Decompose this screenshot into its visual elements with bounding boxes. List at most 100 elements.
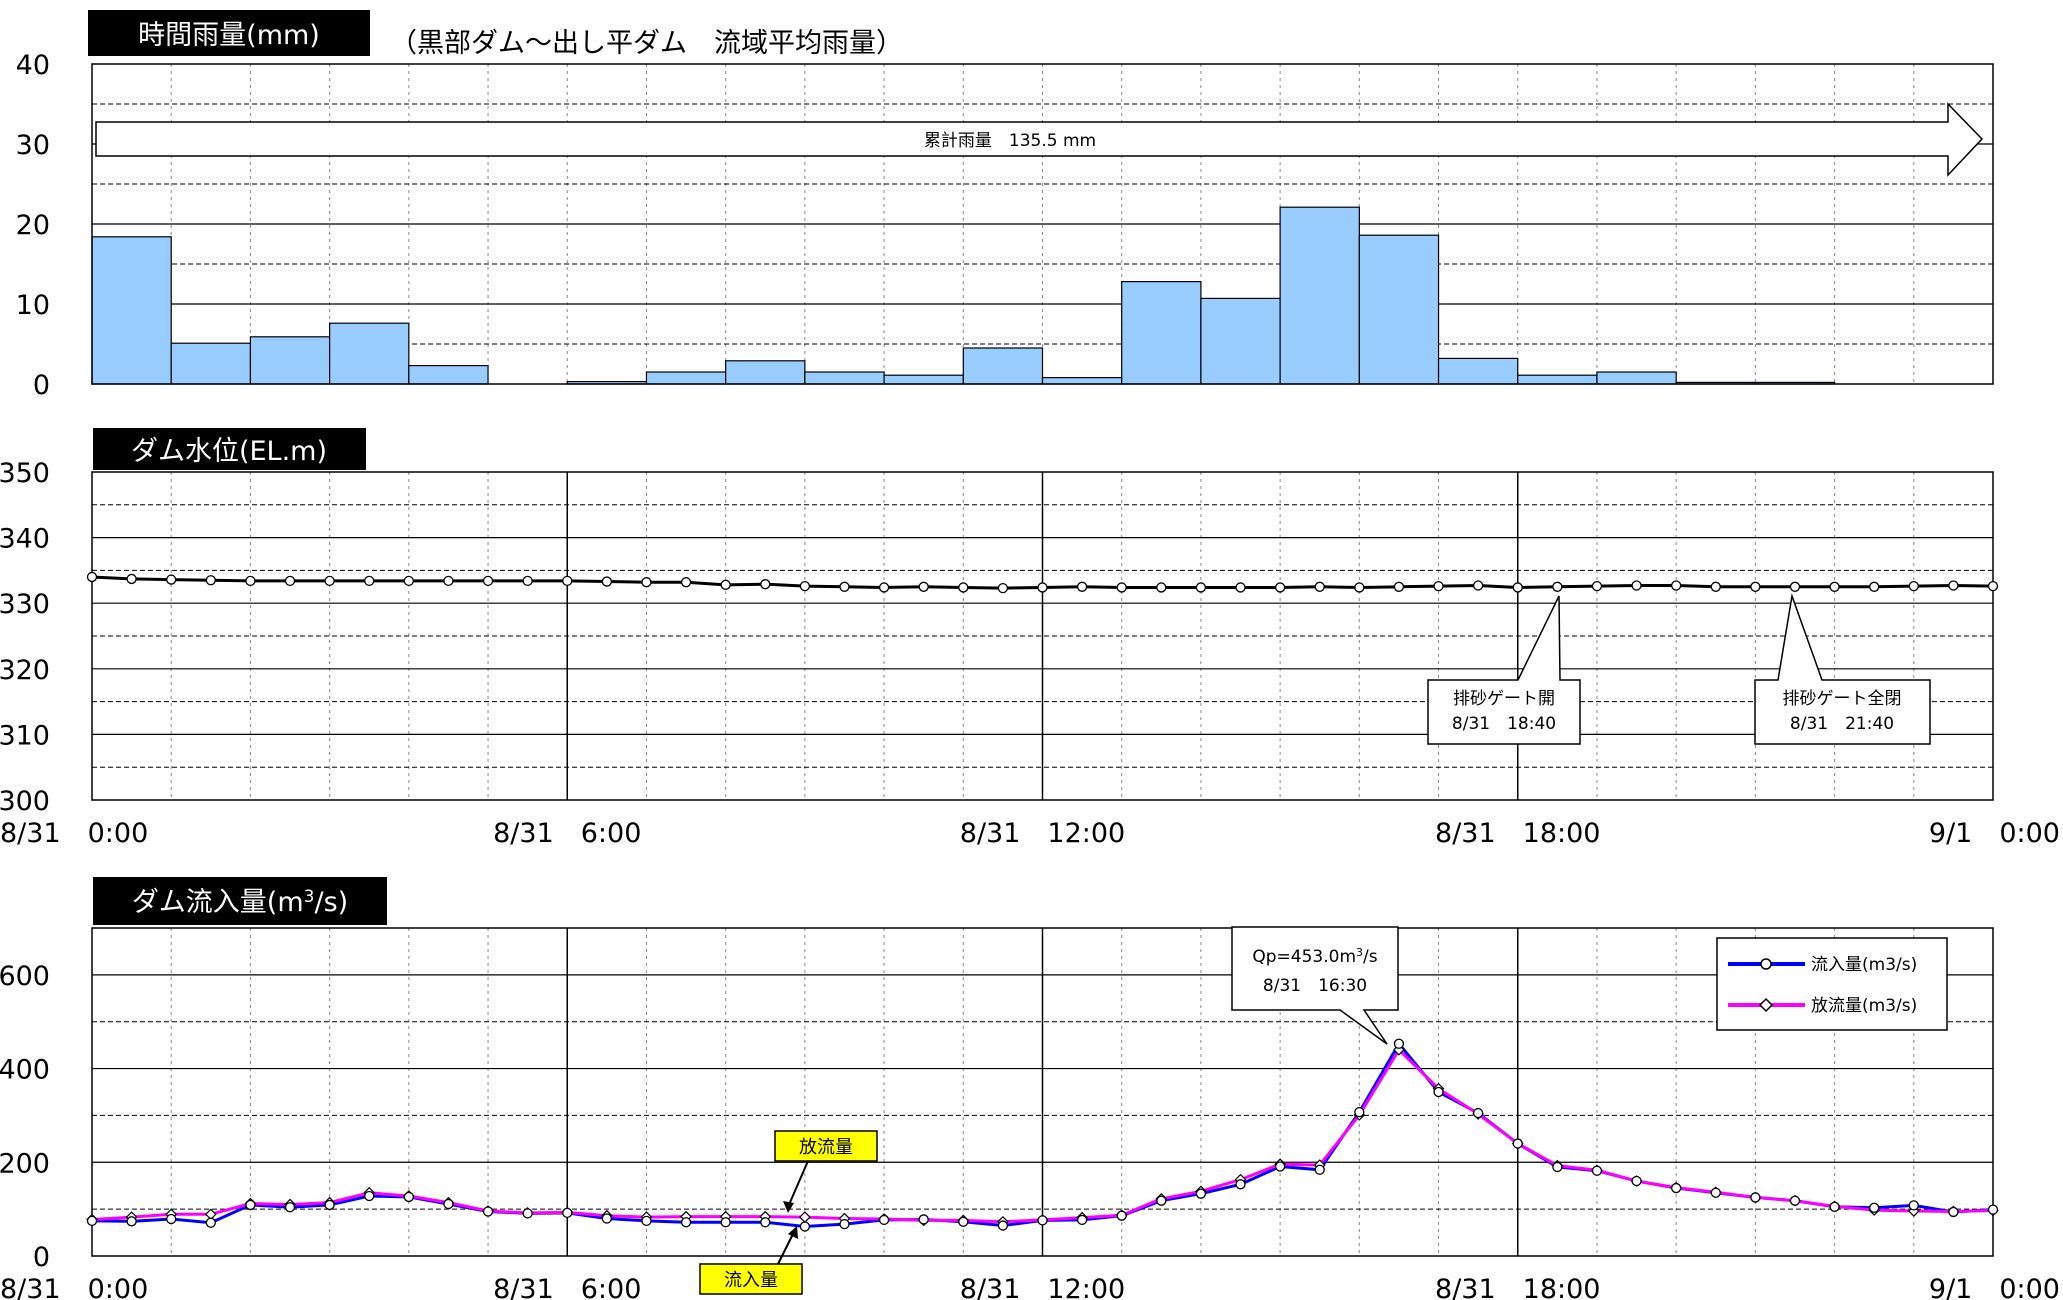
inflow-point bbox=[1472, 1107, 1484, 1119]
flow-legend: 流入量(m3/s) 放流量(m3/s) bbox=[1716, 937, 1948, 1031]
flow-x-axis: 8/31 0:00 8/31 6:00 8/31 12:00 8/31 18:00 9/… bbox=[0, 1274, 2060, 1300]
inflow-point bbox=[918, 1214, 929, 1225]
gate-close-time: 8/31 21:40 bbox=[1790, 714, 1894, 734]
inflow-point bbox=[799, 1221, 811, 1232]
inflow-point bbox=[1076, 1214, 1088, 1226]
level-point bbox=[245, 575, 256, 587]
flow-title-box bbox=[93, 877, 387, 925]
level-point bbox=[958, 582, 969, 593]
inflow-point bbox=[1235, 1179, 1246, 1190]
level-point bbox=[1552, 581, 1563, 592]
level-y-tick-label: 330 bbox=[0, 589, 50, 620]
outflow-tag: 放流量 bbox=[774, 1130, 878, 1213]
outflow-tag-arrow bbox=[787, 1160, 809, 1208]
level-point bbox=[799, 580, 811, 592]
inflow-point bbox=[284, 1202, 296, 1213]
inflow-point bbox=[443, 1198, 454, 1210]
rain-panel: 時間雨量(mm) （黒部ダム～出し平ダム 流域平均雨量） 0 10 20 30 40 累… bbox=[16, 10, 1994, 401]
flow-plot-frame bbox=[91, 927, 1994, 1257]
inflow-point bbox=[1156, 1195, 1167, 1206]
inflow-point bbox=[958, 1216, 969, 1227]
inflow-tag-box bbox=[699, 1263, 803, 1295]
outflow-tag-box bbox=[774, 1130, 878, 1162]
level-point bbox=[1472, 580, 1484, 591]
flow-x-tick-label: 9/1 0:00 bbox=[1929, 1274, 2060, 1300]
level-plot-frame bbox=[91, 471, 1994, 801]
rain-title: 時間雨量(mm) bbox=[138, 20, 320, 51]
outflow-tag-arrowhead bbox=[783, 1201, 794, 1213]
rain-bar bbox=[91, 236, 172, 385]
level-point bbox=[1631, 580, 1642, 591]
rain-bar bbox=[1596, 371, 1677, 385]
level-point bbox=[284, 575, 296, 587]
level-x-tick-label: 8/31 18:00 bbox=[1435, 818, 1600, 849]
legend-inflow-marker bbox=[1760, 958, 1772, 970]
level-x-tick-label: 8/31 6:00 bbox=[493, 818, 641, 849]
rain-plot-frame bbox=[91, 63, 1994, 385]
level-point bbox=[601, 576, 613, 587]
rain-bar bbox=[1121, 281, 1202, 385]
inflow-tag-label: 流入量 bbox=[724, 1270, 778, 1291]
peak-callout-box bbox=[1231, 926, 1399, 1045]
inflow-point bbox=[1591, 1165, 1603, 1176]
flow-x-tick-label: 8/31 6:00 bbox=[493, 1274, 641, 1300]
level-point bbox=[997, 582, 1009, 594]
flow-title: ダム流入量(m3/s) bbox=[132, 887, 348, 918]
level-point bbox=[1671, 580, 1682, 591]
inflow-point bbox=[1433, 1086, 1444, 1098]
level-title-box bbox=[93, 428, 366, 470]
gate-close-callout: 排砂ゲート全閉 8/31 21:40 bbox=[1754, 593, 1931, 745]
gate-open-time: 8/31 18:40 bbox=[1452, 714, 1556, 734]
inflow-point bbox=[1274, 1161, 1286, 1172]
rain-bar bbox=[1041, 377, 1123, 385]
flow-y-tick-label: 400 bbox=[0, 1055, 50, 1086]
flow-grid bbox=[92, 928, 1993, 1256]
level-point bbox=[1195, 582, 1207, 593]
level-point bbox=[839, 581, 850, 592]
inflow-point bbox=[324, 1199, 335, 1211]
inflow-point bbox=[1789, 1195, 1801, 1206]
level-point bbox=[1512, 582, 1523, 593]
level-point bbox=[641, 577, 652, 588]
flow-x-tick-label: 8/31 12:00 bbox=[960, 1274, 1125, 1300]
inflow-point bbox=[1750, 1192, 1761, 1203]
flow-y-tick-label: 0 bbox=[33, 1242, 50, 1273]
inflow-point bbox=[601, 1213, 613, 1224]
rain-y-tick-label: 10 bbox=[16, 290, 50, 321]
inflow-point bbox=[482, 1206, 494, 1217]
peak-time: 8/31 16:30 bbox=[1263, 976, 1367, 996]
level-point bbox=[1274, 582, 1286, 593]
inflow-point bbox=[720, 1217, 731, 1228]
flow-x-tick-label: 8/31 18:00 bbox=[1435, 1274, 1600, 1300]
inflow-point bbox=[403, 1191, 414, 1203]
level-point bbox=[205, 575, 216, 586]
level-point bbox=[324, 575, 335, 587]
level-point bbox=[1908, 580, 1919, 592]
level-point bbox=[1354, 582, 1365, 593]
rain-bar bbox=[1200, 297, 1281, 385]
inflow-point bbox=[641, 1215, 652, 1227]
level-title: ダム水位(EL.m) bbox=[131, 436, 327, 467]
level-point bbox=[1948, 580, 1959, 591]
rain-bar bbox=[804, 371, 885, 385]
level-point bbox=[86, 571, 98, 583]
outflow-tag-label: 放流量 bbox=[799, 1137, 853, 1158]
level-point bbox=[878, 582, 890, 593]
legend-outflow-marker bbox=[1758, 997, 1774, 1013]
level-point bbox=[1750, 581, 1761, 592]
level-y-tick-label: 310 bbox=[0, 720, 50, 751]
inflow-point bbox=[997, 1220, 1009, 1231]
rain-y-tick-label: 0 bbox=[33, 370, 50, 401]
inflow-point bbox=[839, 1218, 850, 1230]
cumulative-arrow bbox=[95, 102, 1984, 177]
rain-bar bbox=[1517, 374, 1598, 385]
peak-value: Qp=453.0m3/s bbox=[1252, 946, 1377, 967]
level-point bbox=[364, 575, 375, 587]
gate-open-label: 排砂ゲート開 bbox=[1453, 689, 1555, 709]
level-y-tick-label: 350 bbox=[0, 458, 50, 489]
rain-bar bbox=[645, 371, 727, 385]
inflow-point bbox=[1314, 1164, 1325, 1175]
legend-box bbox=[1716, 937, 1948, 1031]
flow-y-tick-label: 600 bbox=[0, 961, 50, 992]
